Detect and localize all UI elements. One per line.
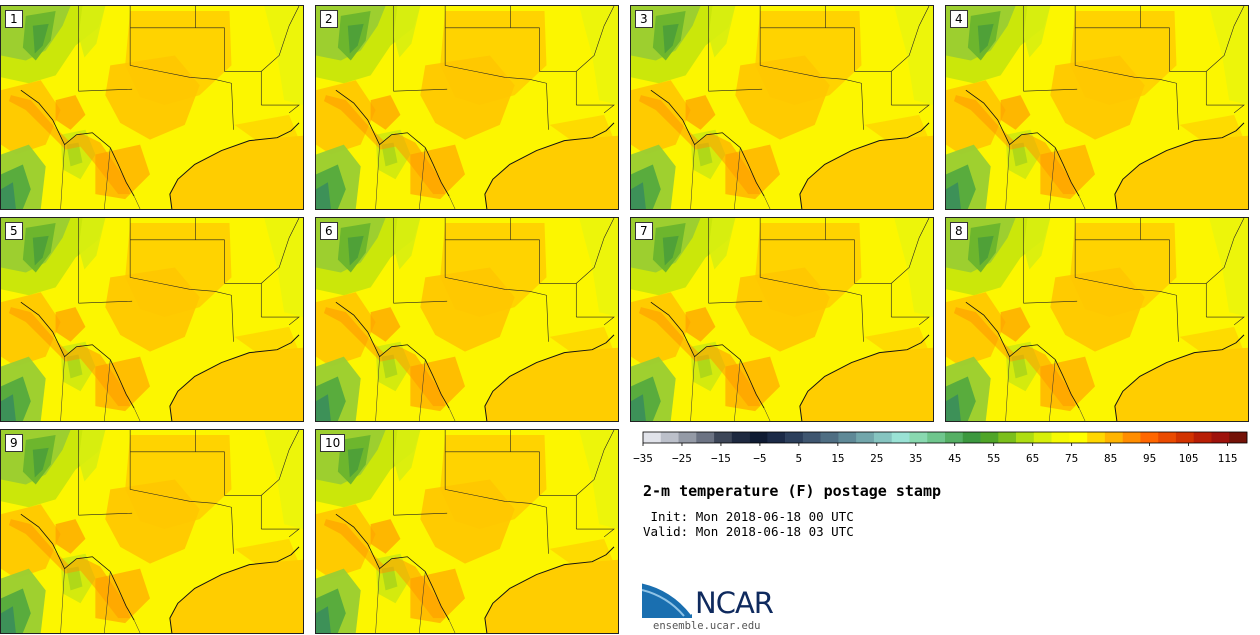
stamp-map-9 bbox=[1, 430, 303, 633]
colorbar-tick-label-2: −25 bbox=[672, 452, 692, 465]
member-label-2: 2 bbox=[320, 10, 338, 28]
member-label-10: 10 bbox=[320, 434, 346, 452]
stamp-member-4: 4 bbox=[945, 5, 1249, 210]
stamp-map-5 bbox=[1, 218, 303, 421]
colorbar-bin-25 bbox=[1069, 432, 1088, 443]
colorbar-bin-16 bbox=[909, 432, 928, 443]
colorbar-bin-17 bbox=[927, 432, 946, 443]
colorbar-bin-19 bbox=[962, 432, 981, 443]
colorbar-bin-28 bbox=[1122, 432, 1141, 443]
colorbar-bin-3 bbox=[678, 432, 697, 443]
member-label-7: 7 bbox=[635, 222, 653, 240]
colorbar-tick-label-4: −5 bbox=[753, 452, 766, 465]
stamp-member-2: 2 bbox=[315, 5, 619, 210]
stamp-member-3: 3 bbox=[630, 5, 934, 210]
colorbar-bin-27 bbox=[1104, 432, 1123, 443]
stamp-member-10: 10 bbox=[315, 429, 619, 634]
colorbar-bin-13 bbox=[856, 432, 875, 443]
colorbar-tick-label-15: 105 bbox=[1179, 452, 1199, 465]
stamp-member-6: 6 bbox=[315, 217, 619, 422]
init-label: Init: bbox=[643, 509, 689, 524]
colorbar-bin-10 bbox=[802, 432, 821, 443]
colorbar-outline bbox=[642, 431, 1248, 444]
colorbar-bin-33 bbox=[1211, 432, 1230, 443]
stamp-member-7: 7 bbox=[630, 217, 934, 422]
init-time: Mon 2018-06-18 00 UTC bbox=[695, 509, 854, 524]
colorbar-bin-15 bbox=[891, 432, 910, 443]
stamp-member-1: 1 bbox=[0, 5, 304, 210]
colorbar-bin-32 bbox=[1193, 432, 1212, 443]
stamp-map-4 bbox=[946, 6, 1248, 209]
colorbar-bin-7 bbox=[749, 432, 768, 443]
stamp-map-2 bbox=[316, 6, 618, 209]
colorbar-bin-30 bbox=[1158, 432, 1177, 443]
colorbar-bin-12 bbox=[838, 432, 857, 443]
colorbar-tick-label-10: 55 bbox=[987, 452, 1000, 465]
colorbar-bin-21 bbox=[998, 432, 1017, 443]
colorbar-bin-8 bbox=[767, 432, 786, 443]
valid-label: Valid: bbox=[643, 524, 689, 539]
stamp-map-1 bbox=[1, 6, 303, 209]
colorbar-bin-22 bbox=[1016, 432, 1035, 443]
colorbar-bin-29 bbox=[1140, 432, 1159, 443]
colorbar-bin-26 bbox=[1087, 432, 1106, 443]
init-line: Init: Mon 2018-06-18 00 UTC bbox=[643, 509, 854, 524]
colorbar: −35 −25 −15 −5 5 15 25 35 45 55 65 75 85 95 105 115 bbox=[633, 431, 1248, 465]
colorbar-bin-23 bbox=[1033, 432, 1052, 443]
stamp-map-6 bbox=[316, 218, 618, 421]
colorbar-tick-label-5: 5 bbox=[796, 452, 803, 465]
ncar-logo-icon bbox=[642, 580, 694, 618]
member-label-6: 6 bbox=[320, 222, 338, 240]
colorbar-tick-label-14: 95 bbox=[1143, 452, 1156, 465]
colorbar-tick-label-8: 35 bbox=[909, 452, 922, 465]
member-label-4: 4 bbox=[950, 10, 968, 28]
stamp-member-5: 5 bbox=[0, 217, 304, 422]
colorbar-tick-label-3: −15 bbox=[711, 452, 731, 465]
stamp-member-8: 8 bbox=[945, 217, 1249, 422]
colorbar-bin-11 bbox=[820, 432, 839, 443]
stamp-map-8 bbox=[946, 218, 1248, 421]
colorbar-tick-label-6: 15 bbox=[831, 452, 844, 465]
colorbar-bin-6 bbox=[731, 432, 750, 443]
colorbar-bin-31 bbox=[1175, 432, 1194, 443]
stamp-map-10 bbox=[316, 430, 618, 633]
colorbar-tick-label-11: 65 bbox=[1026, 452, 1039, 465]
valid-line: Valid: Mon 2018-06-18 03 UTC bbox=[643, 524, 854, 539]
stamp-map-7 bbox=[631, 218, 933, 421]
colorbar-bin-14 bbox=[873, 432, 892, 443]
colorbar-tick-label-1: −35 bbox=[633, 452, 653, 465]
colorbar-bin-20 bbox=[980, 432, 999, 443]
colorbar-tick-label-12: 75 bbox=[1065, 452, 1078, 465]
colorbar-bin-9 bbox=[785, 432, 804, 443]
colorbar-bin-18 bbox=[945, 432, 964, 443]
ncar-logo-text: NCAR bbox=[695, 586, 774, 620]
member-label-5: 5 bbox=[5, 222, 23, 240]
colorbar-tick-label-16: 115 bbox=[1218, 452, 1238, 465]
stamp-map-3 bbox=[631, 6, 933, 209]
colorbar-tick-label-7: 25 bbox=[870, 452, 883, 465]
stamp-member-9: 9 bbox=[0, 429, 304, 634]
colorbar-tick-label-13: 85 bbox=[1104, 452, 1117, 465]
member-label-9: 9 bbox=[5, 434, 23, 452]
colorbar-bin-24 bbox=[1051, 432, 1070, 443]
colorbar-tick-label-9: 45 bbox=[948, 452, 961, 465]
member-label-1: 1 bbox=[5, 10, 23, 28]
colorbar-bin-4 bbox=[696, 432, 715, 443]
colorbar-bin-5 bbox=[714, 432, 733, 443]
member-label-8: 8 bbox=[950, 222, 968, 240]
ncar-url: ensemble.ucar.edu bbox=[653, 620, 761, 632]
chart-title: 2-m temperature (F) postage stamp bbox=[643, 482, 942, 500]
colorbar-bin-2 bbox=[660, 432, 679, 443]
member-label-3: 3 bbox=[635, 10, 653, 28]
colorbar-bin-34 bbox=[1229, 432, 1248, 443]
valid-time: Mon 2018-06-18 03 UTC bbox=[695, 524, 854, 539]
colorbar-bin-1 bbox=[643, 432, 662, 443]
